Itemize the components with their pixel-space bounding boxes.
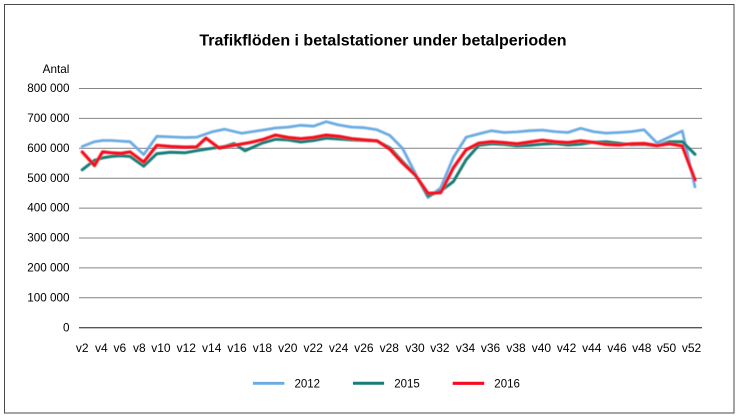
svg-text:300 000: 300 000 <box>27 232 70 245</box>
svg-text:v2: v2 <box>76 341 89 355</box>
svg-text:500 000: 500 000 <box>27 172 70 185</box>
svg-text:700 000: 700 000 <box>27 112 70 125</box>
svg-text:Trafikflöden i betalstationer: Trafikflöden i betalstationer under beta… <box>199 32 566 49</box>
svg-text:v12: v12 <box>177 341 197 355</box>
svg-text:2012: 2012 <box>295 378 321 390</box>
svg-text:v20: v20 <box>278 341 298 355</box>
svg-text:200 000: 200 000 <box>27 262 70 275</box>
svg-text:2016: 2016 <box>494 378 520 390</box>
svg-text:v16: v16 <box>227 341 247 355</box>
svg-text:0: 0 <box>63 321 70 334</box>
svg-text:v10: v10 <box>151 341 171 355</box>
svg-text:v52: v52 <box>682 341 702 355</box>
svg-text:v22: v22 <box>304 341 324 355</box>
svg-text:800 000: 800 000 <box>27 82 70 95</box>
svg-text:v18: v18 <box>253 341 273 355</box>
svg-text:v6: v6 <box>114 341 127 355</box>
svg-text:v14: v14 <box>202 341 222 355</box>
svg-text:2015: 2015 <box>394 378 420 390</box>
svg-text:v44: v44 <box>582 341 602 355</box>
svg-text:Antal: Antal <box>43 63 70 76</box>
svg-text:v26: v26 <box>354 341 374 355</box>
svg-text:v40: v40 <box>532 341 552 355</box>
svg-text:v48: v48 <box>632 341 652 355</box>
svg-text:v50: v50 <box>657 341 677 355</box>
svg-text:v38: v38 <box>506 341 526 355</box>
svg-text:v8: v8 <box>133 341 146 355</box>
svg-text:v28: v28 <box>380 341 400 355</box>
svg-text:100 000: 100 000 <box>27 291 70 304</box>
svg-text:v4: v4 <box>95 341 108 355</box>
svg-text:v46: v46 <box>607 341 627 355</box>
svg-text:v34: v34 <box>456 341 476 355</box>
svg-text:v36: v36 <box>481 341 501 355</box>
svg-text:600 000: 600 000 <box>27 142 70 155</box>
svg-text:v32: v32 <box>430 341 450 355</box>
svg-text:v30: v30 <box>405 341 425 355</box>
svg-text:v42: v42 <box>557 341 577 355</box>
svg-text:400 000: 400 000 <box>27 202 70 215</box>
svg-text:v24: v24 <box>329 341 349 355</box>
